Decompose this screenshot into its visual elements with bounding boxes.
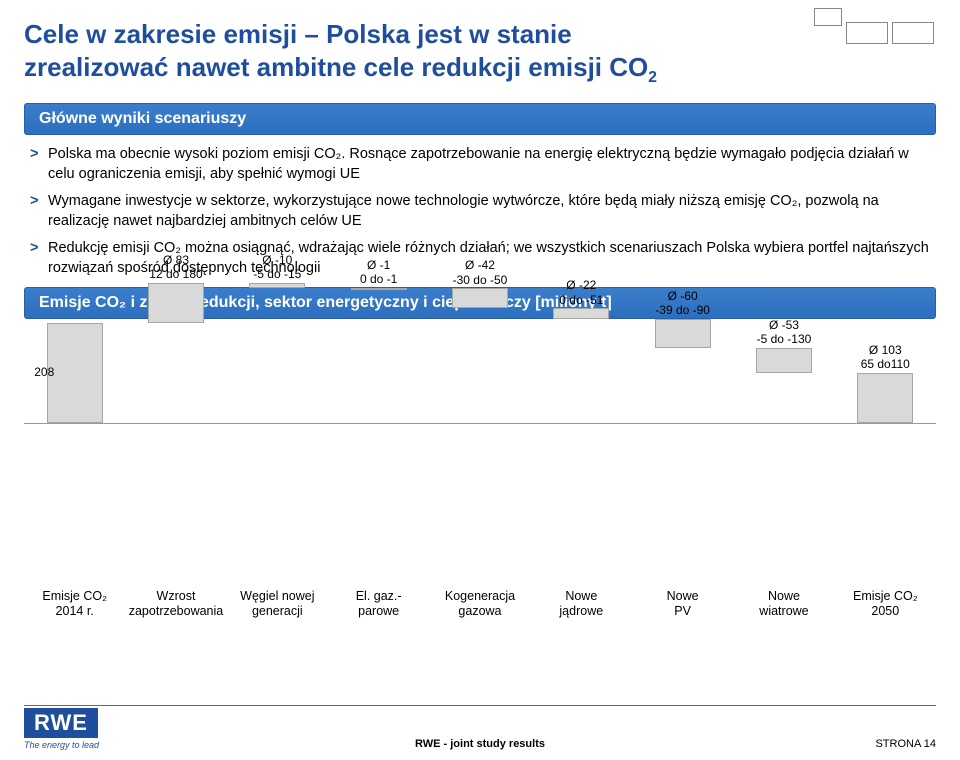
chart-caption: El. gaz.-parowe xyxy=(328,589,429,619)
chart-caption: Wzrostzapotrzebowania xyxy=(125,589,226,619)
chart-captions: Emisje CO₂2014 r.WzrostzapotrzebowaniaWę… xyxy=(24,589,936,619)
bar-label: Ø -53-5 do -130 xyxy=(757,318,812,347)
bullet-text: Polska ma obecnie wysoki poziom emisji C… xyxy=(48,145,930,184)
bullet-marker: > xyxy=(30,192,48,231)
footer: RWE The energy to lead RWE - joint study… xyxy=(24,708,936,750)
chart-slot: Ø 8312 do 180 xyxy=(125,323,226,533)
rwe-logo: RWE The energy to lead xyxy=(24,708,99,750)
corner-decor xyxy=(814,22,934,44)
footer-divider xyxy=(24,705,936,706)
logo-mark: RWE xyxy=(24,708,98,738)
chart-slot: Ø -60-39 do -90 xyxy=(632,323,733,533)
chart-bar xyxy=(47,323,103,423)
bullet-marker: > xyxy=(30,145,48,184)
title-line1: Cele w zakresie emisji – Polska jest w s… xyxy=(24,19,572,49)
bar-label: Ø -60-39 do -90 xyxy=(655,289,710,318)
chart-caption: Emisje CO₂2014 r. xyxy=(24,589,125,619)
bullet-marker: > xyxy=(30,239,48,278)
footer-center: RWE - joint study results xyxy=(415,738,545,750)
chart-caption: Nowewiatrowe xyxy=(733,589,834,619)
chart-caption: Nowejądrowe xyxy=(531,589,632,619)
chart-bar xyxy=(148,283,204,323)
bullet-text: Wymagane inwestycje w sektorze, wykorzys… xyxy=(48,192,930,231)
title-line2: zrealizować nawet ambitne cele redukcji … xyxy=(24,52,657,82)
bar-label: Ø -42-30 do -50 xyxy=(453,258,508,287)
chart-caption: NowePV xyxy=(632,589,733,619)
chart-slot: 208 xyxy=(24,323,125,533)
chart-bar xyxy=(351,288,407,290)
chart-slot: Ø -10 do -1 xyxy=(328,323,429,533)
chart-slot: Ø -220 do -51 xyxy=(531,323,632,533)
bar-label: Ø -10-5 do -15 xyxy=(253,253,301,282)
bar-label: Ø 10365 do110 xyxy=(861,343,910,372)
chart-bar xyxy=(249,283,305,288)
chart-bar xyxy=(756,348,812,373)
bar-label: 208 xyxy=(34,365,54,379)
chart-bar xyxy=(452,288,508,308)
chart-slot: Ø 10365 do110 xyxy=(835,323,936,533)
footer-page: STRONA 14 xyxy=(875,738,936,750)
bar-label: Ø -220 do -51 xyxy=(559,278,603,307)
chart-slot: Ø -53-5 do -130 xyxy=(733,323,834,533)
waterfall-chart: 208 Ø 8312 do 180Ø -10-5 do -15Ø -10 do -… xyxy=(24,323,936,533)
logo-tagline: The energy to lead xyxy=(24,740,99,750)
bar-label: Ø -10 do -1 xyxy=(360,258,397,287)
slide-title: Cele w zakresie emisji – Polska jest w s… xyxy=(24,18,804,87)
banner-scenario-results: Główne wyniki scenariuszy xyxy=(24,103,936,135)
chart-caption: Węgiel nowejgeneracji xyxy=(227,589,328,619)
chart-slot: Ø -42-30 do -50 xyxy=(429,323,530,533)
chart-bar xyxy=(655,319,711,348)
chart-slot: Ø -10-5 do -15 xyxy=(227,323,328,533)
chart-bar xyxy=(857,373,913,422)
chart-caption: Kogeneracjagazowa xyxy=(429,589,530,619)
chart-caption: Emisje CO₂2050 xyxy=(835,589,936,619)
chart-bar xyxy=(553,308,609,319)
bar-label: Ø 8312 do 180 xyxy=(149,253,202,282)
